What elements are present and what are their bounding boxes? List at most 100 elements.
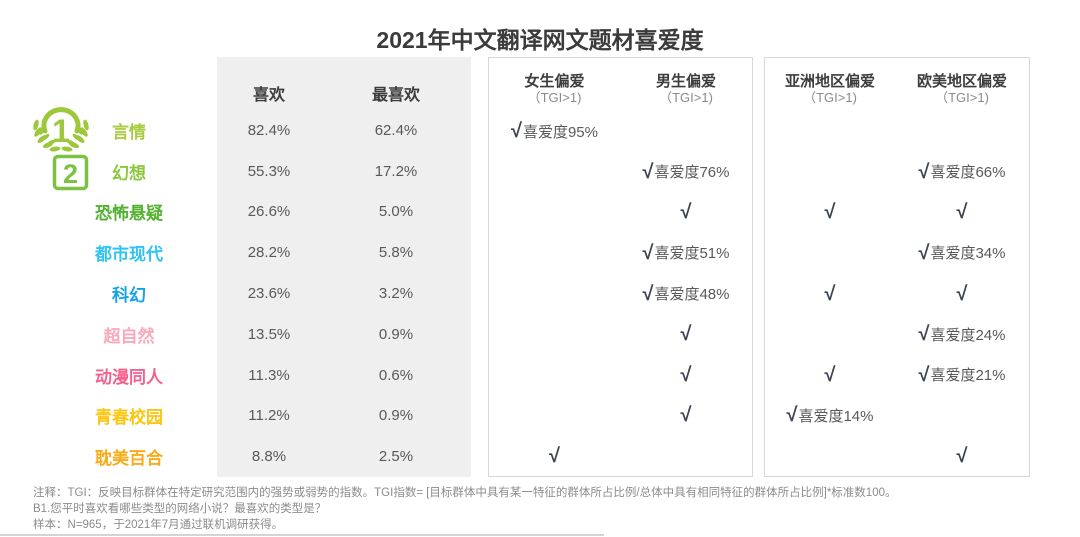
column-header-asia: 亚洲地区偏爱 （TGI>1) <box>765 58 895 111</box>
genre-label: 都市现代 <box>95 245 163 265</box>
check-label: 喜爱度95% <box>522 123 598 141</box>
gender-preference-panel: 女生偏爱 （TGI>1) 男生偏爱 （TGI>1) √ 喜爱度95% √ 喜爱度76%… <box>488 57 753 477</box>
column-header-most-like: 最喜欢 <box>371 87 420 104</box>
check-icon: √ <box>510 120 522 143</box>
male-pref-tgi: （TGI>1) <box>659 90 713 105</box>
like-value: 26.6% <box>247 203 291 221</box>
table-row: √ 喜爱度48% <box>489 273 752 314</box>
table-row: √ √ <box>765 192 1029 233</box>
table-row: 11.3% 0.6% <box>217 355 471 396</box>
asia-pref-cell: √ <box>765 284 895 304</box>
check-label: 喜爱度66% <box>930 164 1006 182</box>
column-header-male: 男生偏爱 （TGI>1) <box>620 58 752 111</box>
likes-panel-header: 喜欢 最喜欢 <box>217 57 471 110</box>
region-panel-header: 亚洲地区偏爱 （TGI>1) 欧美地区偏爱 （TGI>1) <box>765 58 1029 111</box>
asia-pref-cell: √ 喜爱度14% <box>765 405 895 426</box>
bottom-divider <box>0 534 604 536</box>
check-icon: √ <box>956 201 968 224</box>
rank-2-medal-icon: 2 <box>52 154 89 191</box>
most-like-value: 0.6% <box>378 366 414 384</box>
table-row: 26.6% 5.0% <box>217 192 471 233</box>
table-row: 11.2% 0.9% <box>217 395 471 436</box>
most-like-value: 62.4% <box>374 121 418 139</box>
female-pref-cell: √ <box>489 446 620 466</box>
check-icon: √ <box>642 160 654 183</box>
most-like-value: 0.9% <box>378 407 414 425</box>
genre-label: 言情 <box>112 122 146 142</box>
genre-row: 动漫同人 <box>84 355 174 396</box>
gender-panel-header: 女生偏爱 （TGI>1) 男生偏爱 （TGI>1) <box>489 58 752 111</box>
male-pref-cell: √ <box>620 324 752 344</box>
check-icon: √ <box>549 444 560 467</box>
table-row: √ 喜爱度76% <box>489 152 752 193</box>
genre-row: 都市现代 <box>84 232 174 273</box>
like-value: 23.6% <box>247 285 291 303</box>
west-pref-cell: √ 喜爱度21% <box>895 364 1029 385</box>
table-row: √ <box>489 436 752 477</box>
check-icon: √ <box>642 241 654 264</box>
check-icon: √ <box>918 363 930 386</box>
footnote-sample: 样本：N=965，于2021年7月通过联机调研获得。 <box>33 519 284 531</box>
male-pref-cell: √ 喜爱度51% <box>620 242 752 263</box>
gender-rows: √ 喜爱度95% √ 喜爱度76% √ √ 喜爱度51% √ 喜爱度48% √ √ √ √ <box>489 111 752 476</box>
likes-panel: 喜欢 最喜欢 82.4% 62.4% 55.3% 17.2% 26.6% 5.0% 28.2… <box>217 57 471 477</box>
region-preference-panel: 亚洲地区偏爱 （TGI>1) 欧美地区偏爱 （TGI>1) √ 喜爱度66% √ √ √… <box>764 57 1030 477</box>
male-pref-cell: √ <box>620 405 752 425</box>
table-row: √ 喜爱度24% <box>765 314 1029 355</box>
genre-label: 青春校园 <box>95 408 163 428</box>
female-pref-tgi: （TGI>1) <box>527 90 582 105</box>
check-icon: √ <box>918 160 930 183</box>
west-pref-title: 欧美地区偏爱 <box>916 73 1007 90</box>
most-like-value: 17.2% <box>374 162 418 180</box>
check-icon: √ <box>642 282 654 305</box>
west-pref-cell: √ <box>895 284 1029 304</box>
column-header-female: 女生偏爱 （TGI>1) <box>489 58 620 111</box>
check-icon: √ <box>956 444 968 467</box>
table-row: 23.6% 3.2% <box>217 273 471 314</box>
table-row: 28.2% 5.8% <box>217 232 471 273</box>
table-row: √ <box>489 395 752 436</box>
like-value: 28.2% <box>247 244 291 262</box>
male-pref-cell: √ 喜爱度76% <box>620 161 752 182</box>
check-icon: √ <box>680 363 692 386</box>
footnote-question: B1.您平时喜欢看哪些类型的网络小说？最喜欢的类型是？ <box>33 503 327 515</box>
check-icon: √ <box>824 201 836 224</box>
like-value: 11.2% <box>248 407 290 425</box>
female-pref-cell: √ 喜爱度95% <box>489 121 620 142</box>
male-pref-cell: √ <box>620 202 752 222</box>
check-label: 喜爱度24% <box>930 326 1006 344</box>
like-value: 8.8% <box>251 448 287 466</box>
rank-2-number: 2 <box>63 159 78 189</box>
column-header-west: 欧美地区偏爱 （TGI>1) <box>895 58 1029 111</box>
check-label: 喜爱度76% <box>654 164 730 182</box>
check-icon: √ <box>680 201 692 224</box>
genre-label: 幻想 <box>112 163 146 183</box>
check-icon: √ <box>680 323 692 346</box>
genre-row: 科幻 <box>84 273 174 314</box>
footnotes: 注释：TGI：反映目标群体在特定研究范围内的强势或弱势的指数。TGI指数= [目… <box>33 485 1063 533</box>
table-row <box>765 111 1029 152</box>
most-like-value: 3.2% <box>378 285 414 303</box>
table-row: √ 喜爱度66% <box>765 152 1029 193</box>
check-label: 喜爱度14% <box>798 407 874 425</box>
genre-row: 幻想 <box>84 151 174 192</box>
genre-column: 言情 幻想 恐怖悬疑 都市现代 科幻 超自然 动漫同人 青春校园 耽美百合 <box>84 110 174 477</box>
genre-row: 恐怖悬疑 <box>84 192 174 233</box>
asia-pref-tgi: （TGI>1) <box>803 90 857 105</box>
table-row: √ <box>489 314 752 355</box>
most-like-value: 2.5% <box>378 448 414 466</box>
table-row: √ <box>489 354 752 395</box>
table-row: √ 喜爱度14% <box>765 395 1029 436</box>
like-value: 55.3% <box>247 162 291 180</box>
table-row: √ <box>765 436 1029 477</box>
check-icon: √ <box>680 404 692 427</box>
genre-label: 超自然 <box>103 326 155 346</box>
table-row: √ 喜爱度51% <box>489 233 752 274</box>
west-pref-cell: √ 喜爱度24% <box>895 324 1029 345</box>
check-icon: √ <box>918 323 930 346</box>
west-pref-cell: √ 喜爱度66% <box>895 161 1029 182</box>
male-pref-title: 男生偏爱 <box>655 73 716 90</box>
table-row: 13.5% 0.9% <box>217 314 471 355</box>
table-row: 82.4% 62.4% <box>217 110 471 151</box>
